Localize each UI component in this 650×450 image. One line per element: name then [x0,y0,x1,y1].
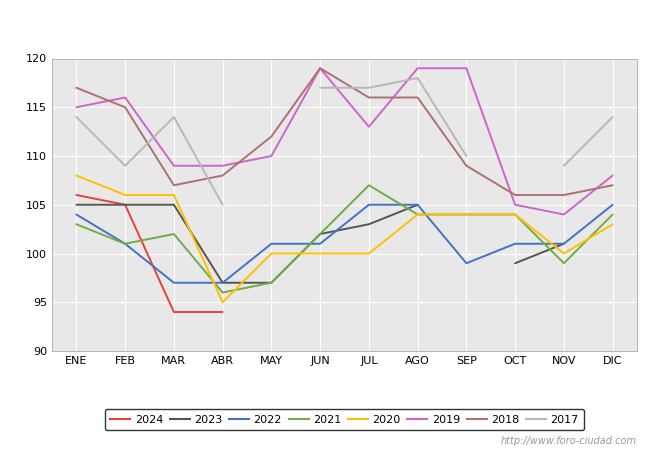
Text: Afiliados en Paradinas de San Juan a 31/5/2024: Afiliados en Paradinas de San Juan a 31/… [135,13,515,28]
Text: http://www.foro-ciudad.com: http://www.foro-ciudad.com [501,436,637,446]
Legend: 2024, 2023, 2022, 2021, 2020, 2019, 2018, 2017: 2024, 2023, 2022, 2021, 2020, 2019, 2018… [105,409,584,430]
